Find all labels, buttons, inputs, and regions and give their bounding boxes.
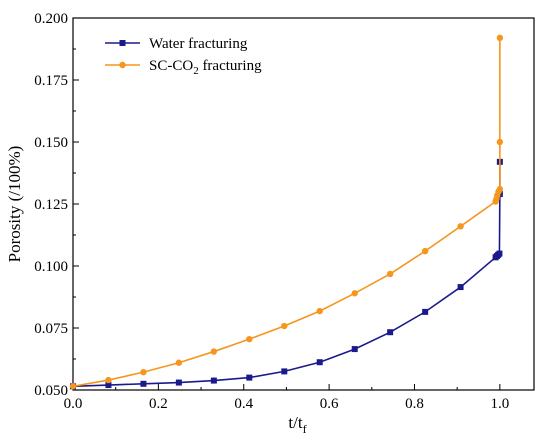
series-2-point [281, 322, 288, 330]
x-axis-title-subscript: f [303, 422, 307, 436]
series-layer [69, 34, 504, 390]
series-2-point [496, 185, 504, 193]
series-2-point [210, 348, 218, 355]
series-1-point [457, 284, 464, 291]
legend-label-part: fracturing [199, 58, 262, 74]
series-1-point [175, 379, 182, 386]
series-2-point [496, 34, 504, 42]
y-tick-label: 0.075 [34, 321, 68, 337]
legend-label-part: SC-CO [149, 58, 193, 74]
x-axis-title: t/tf [288, 413, 306, 436]
legend-marker-2 [119, 61, 126, 69]
y-tick-label: 0.200 [34, 11, 68, 27]
x-axis-title-main: t/t [288, 413, 302, 432]
legend-label-1: Water fracturing [149, 36, 248, 52]
legend-label-part: 2 [193, 65, 199, 77]
series-1-point [210, 377, 217, 384]
series-1-point [351, 346, 358, 353]
y-tick-label: 0.050 [34, 383, 68, 399]
series-2-point [496, 138, 504, 146]
series-1-point [140, 380, 147, 387]
plot-frame [72, 17, 535, 391]
legend: Water fracturing SC-CO2 fracturing [105, 36, 262, 77]
axes: 0.0 0.2 0.4 0.6 0.8 1.0 0.050 0.075 0.100 0.125 0.… [34, 11, 535, 412]
series-1-point [496, 250, 503, 257]
x-tick-label: 0.2 [149, 396, 168, 412]
series-2-point [421, 247, 429, 255]
y-tick-label: 0.150 [34, 135, 68, 151]
x-tick-label: 0.6 [320, 396, 339, 412]
legend-label-part: Water fracturing [149, 36, 248, 52]
series-1-point [105, 382, 112, 389]
series-1-line [72, 161, 501, 388]
x-tick-label: 0.4 [234, 396, 253, 412]
legend-marker-1 [119, 40, 126, 46]
series-1-point [316, 359, 323, 366]
series-2-point [246, 335, 253, 343]
series-2 [69, 34, 504, 390]
series-2-point [386, 270, 394, 278]
series-2-point [457, 223, 464, 230]
x-tick-label: 0.8 [405, 396, 424, 412]
series-1 [70, 158, 503, 390]
series-2-point [175, 359, 183, 366]
series-2-point [316, 307, 323, 315]
series-2-line [72, 37, 501, 388]
y-tick-label: 0.100 [34, 259, 68, 275]
y-axis-title: Porosity (/100%) [5, 146, 24, 263]
series-2-point [140, 368, 147, 376]
series-1-point [281, 368, 288, 375]
y-tick-label: 0.125 [34, 197, 68, 213]
x-tick-label: 0.0 [64, 396, 83, 412]
series-2-point [69, 383, 77, 390]
series-2-point [351, 290, 358, 297]
series-1-point [422, 308, 429, 315]
legend-label-2: SC-CO2 fracturing [149, 58, 262, 77]
series-2-point [105, 376, 112, 384]
x-tick-label: 1.0 [490, 396, 509, 412]
y-tick-label: 0.175 [34, 73, 68, 89]
series-1-point [246, 374, 253, 381]
series-1-point [387, 329, 394, 336]
